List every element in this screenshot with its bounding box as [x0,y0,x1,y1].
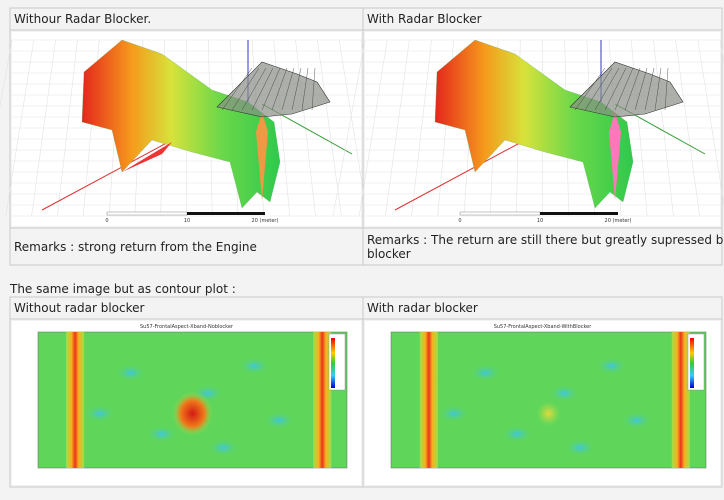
grid [697,39,724,207]
grid [317,39,342,217]
spike [609,112,621,200]
wire [654,67,662,111]
plot-title: Su57-FrontalAspect-Xband-Noblocker [140,324,234,330]
wire [644,67,655,111]
column-header: With Radar Blocker [367,12,482,26]
wire [291,67,302,111]
wire [281,67,295,111]
contour-cool [564,438,596,457]
scale-black [187,212,265,215]
caption: The same image but as contour plot : [9,282,236,296]
wire [311,67,316,111]
contour-cool [83,404,116,423]
contour-stripe [313,332,332,468]
contour-cool [207,438,240,457]
jet-wireframe [216,61,331,118]
contour-hotspot [536,401,561,426]
column-header: Without radar blocker [14,301,145,315]
spike [256,112,268,200]
wire [584,67,613,111]
scale-white [106,211,188,216]
wire [614,67,634,111]
scale-label: 0 [458,218,461,224]
cell [9,227,364,266]
scale-label: 20 (meter) [605,218,632,224]
remark-line: Remarks : The return are still there but… [367,233,724,247]
wire [634,67,648,111]
contour-cool [501,425,533,443]
column-header: Withour Radar Blocker. [14,12,151,26]
contour-hotspot [172,391,213,436]
rcs-surface [434,39,634,209]
wire [251,67,274,111]
scale-label: 0 [105,218,108,224]
wire [221,67,253,111]
rcs-surface [81,39,281,209]
wire [664,67,669,111]
contour-cool [438,404,470,423]
plot-title: Su57-FrontalAspect-Xband-WithBlocker [494,324,593,330]
wire [594,67,620,111]
contour-cool [595,357,628,375]
wire [574,67,606,111]
remark: Remarks : The return are still there but… [367,233,724,261]
wire [241,67,267,111]
contour-cool [238,357,271,375]
wire [301,67,309,111]
wire [604,67,627,111]
wire [624,67,641,111]
contour-cool [620,411,653,430]
colorbar [331,338,335,388]
contour-cool [263,411,296,430]
grid [653,39,674,217]
scale-label: 10 [537,218,543,224]
column-header: With radar blocker [367,301,478,315]
contour-cool [145,425,178,443]
colorbar [690,338,694,388]
contour-stripe [671,332,690,468]
wire [271,67,288,111]
contour-field [390,331,707,469]
scale-label: 20 (meter) [252,218,279,224]
contour-stripe [66,332,85,468]
contour-cool [469,363,502,382]
contour-stripe [419,332,438,468]
remark: Remarks : strong return from the Engine [14,240,257,254]
wire [231,67,260,111]
grid [332,39,366,217]
scale-label: 10 [184,218,190,224]
scale-white [459,211,541,216]
wire [261,67,281,111]
scale-black [540,212,618,215]
grid [675,39,700,217]
engine-spike [122,142,172,172]
jet-wireframe [569,61,684,118]
contour-cool [548,384,581,403]
grid [0,39,13,108]
cell [362,227,723,266]
contour-cool [114,363,147,382]
remark-line: blocker [367,247,411,261]
